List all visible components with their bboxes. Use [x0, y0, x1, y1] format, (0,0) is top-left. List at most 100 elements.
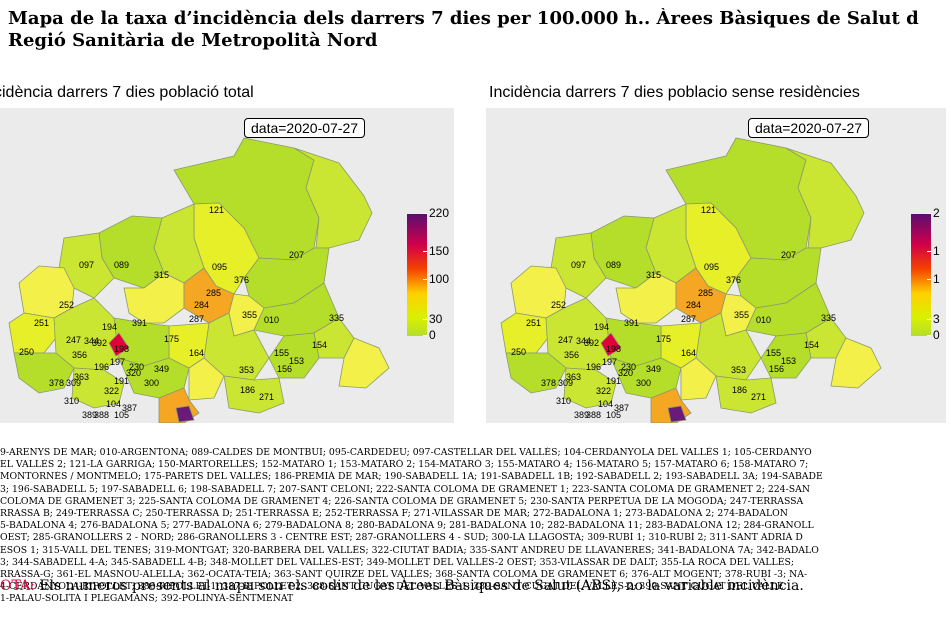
abs-region[interactable]: [18, 265, 75, 319]
region-code-label: 156: [769, 364, 784, 374]
color-legend: 220 150 100 30 0: [407, 206, 467, 344]
region-code-label: 196: [586, 362, 601, 372]
region-code-label: 121: [209, 205, 224, 215]
region-code-label: 388: [94, 410, 109, 420]
region-code-label: 309: [558, 378, 573, 388]
region-code-label: 089: [606, 260, 621, 270]
region-code-label: 105: [606, 410, 621, 420]
region-code-label: 252: [59, 300, 74, 310]
region-code-label: 388: [586, 410, 601, 420]
region-code-label: 322: [104, 386, 119, 396]
region-code-label: 097: [571, 260, 586, 270]
region-code-label: 207: [289, 250, 304, 260]
legend-tick: 30: [422, 312, 443, 326]
abs-region[interactable]: [610, 357, 682, 399]
region-code-label: 121: [701, 205, 716, 215]
region-code-label: 363: [566, 372, 581, 382]
abs-region[interactable]: [600, 332, 622, 357]
legend-tick: 100: [422, 272, 450, 286]
region-code-label: 089: [114, 260, 129, 270]
abs-region[interactable]: [510, 265, 567, 319]
region-code-label: 271: [259, 392, 274, 402]
region-code-label: 310: [556, 396, 571, 406]
region-code-label: 230: [621, 362, 636, 372]
abs-list-line: RRASSA-G; 361-EL MASNOU-ALELLA; 362-OCAT…: [0, 568, 808, 580]
note-label: OTA:: [0, 578, 35, 594]
abs-region[interactable]: [188, 357, 225, 401]
abs-region[interactable]: [108, 332, 130, 357]
legend-tick: 1: [927, 244, 940, 258]
title-line-2: Regió Sanitària de Metropolità Nord: [8, 30, 378, 51]
region-code-label: 309: [66, 378, 81, 388]
region-code-label: 287: [681, 314, 696, 324]
region-code-label: 355: [734, 310, 749, 320]
abs-region[interactable]: [830, 337, 882, 389]
abs-list-line: 1-PALAU-SOLITÀ I PLEGAMANS; 392-POLINYÀ-…: [0, 593, 294, 605]
abs-region[interactable]: [680, 357, 717, 401]
region-code-label: 335: [329, 313, 344, 323]
region-code-label: 392: [584, 338, 599, 348]
region-code-label: 378: [49, 378, 64, 388]
region-code-label: 191: [606, 376, 621, 386]
region-code-label: 197: [602, 357, 617, 367]
region-code-label: 284: [194, 300, 209, 310]
region-code-label: 198: [606, 344, 621, 354]
region-code-label: 391: [132, 318, 147, 328]
region-code-label: 194: [102, 322, 117, 332]
note-text: Els numeros presents al mapa son els cod…: [34, 578, 804, 594]
abs-region[interactable]: [175, 405, 195, 423]
region-code-label: 250: [511, 347, 526, 357]
region-code-label: 104: [106, 399, 121, 409]
color-legend: 2 1 1 3 0: [911, 206, 950, 344]
region-code-label: 154: [312, 340, 327, 350]
region-code-label: 095: [212, 262, 227, 272]
region-code-label: 356: [72, 350, 87, 360]
abs-region[interactable]: [223, 375, 285, 414]
legend-tick: 0: [423, 328, 436, 342]
region-code-label: 196: [94, 362, 109, 372]
abs-region[interactable]: [505, 352, 567, 394]
abs-region[interactable]: [13, 352, 75, 394]
region-code-label: 250: [19, 347, 34, 357]
region-code-label: 353: [731, 365, 746, 375]
abs-region[interactable]: [71, 367, 125, 409]
abs-region[interactable]: [118, 357, 190, 399]
region-code-label: 387: [614, 403, 629, 413]
abs-list-line: COLOMA DE GRAMENET 3; 225-SANTA COLOMA D…: [0, 495, 804, 507]
legend-tick: 150: [422, 244, 450, 258]
region-code-label: 363: [74, 372, 89, 382]
date-label: data=2020-07-27: [748, 118, 870, 138]
date-label: data=2020-07-27: [244, 118, 366, 138]
region-code-label: 391: [624, 318, 639, 328]
region-code-label: 153: [289, 356, 304, 366]
region-code-label: 230: [129, 362, 144, 372]
abs-list-line: 9-ARENYS DE MAR; 010-ARGENTONA; 089-CALD…: [0, 447, 812, 458]
region-code-label: 175: [656, 334, 671, 344]
region-code-label: 344: [576, 336, 591, 346]
region-code-label: 247: [66, 335, 81, 345]
region-code-label: 315: [646, 270, 661, 280]
panel-title: cidència darrers 7 dies població total: [0, 84, 254, 101]
region-code-label: 186: [732, 385, 747, 395]
legend-gradient: [407, 214, 427, 336]
abs-region[interactable]: [715, 375, 777, 414]
region-code-label: 207: [781, 250, 796, 260]
panel-without-residences: Incidència darrers 7 dies poblacio sense…: [486, 84, 950, 429]
region-code-label: 344: [84, 336, 99, 346]
legend-gradient: [911, 214, 931, 336]
abs-region[interactable]: [667, 405, 687, 423]
region-code-label: 285: [698, 288, 713, 298]
abs-list-line: 3; 196-SABADELL 5; 197-SABADELL 6; 198-S…: [0, 483, 810, 495]
abs-region[interactable]: [563, 367, 617, 409]
region-code-label: 191: [114, 376, 129, 386]
region-code-label: 164: [681, 348, 696, 358]
abs-list-line: 5-BADALONA 4; 276-BADALONA 5; 277-BADALO…: [0, 520, 814, 532]
region-code-label: 356: [564, 350, 579, 360]
region-code-label: 156: [277, 364, 292, 374]
region-code-label: 155: [274, 348, 289, 358]
abs-region[interactable]: [338, 337, 390, 389]
region-code-label: 300: [144, 378, 159, 388]
region-code-label: 097: [79, 260, 94, 270]
